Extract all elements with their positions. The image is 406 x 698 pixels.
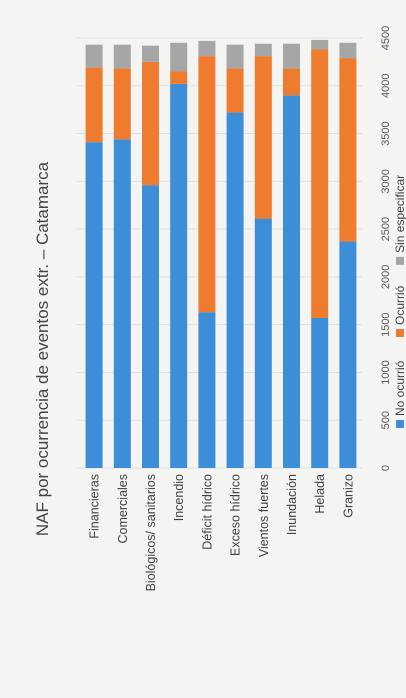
x-tick-label: 4000 — [380, 74, 392, 98]
category-label: Incendio — [172, 474, 186, 521]
bar-segment — [85, 67, 103, 143]
bar-segment — [170, 71, 188, 84]
category-label: Biológicos/ sanitarios — [144, 474, 158, 591]
bar-segment — [198, 56, 216, 313]
bar-segment — [142, 45, 159, 62]
legend-label: Ocurrió — [393, 285, 406, 325]
x-tick-label: 3500 — [380, 121, 392, 145]
x-tick-label: 3000 — [380, 169, 392, 193]
bar-segment — [283, 68, 300, 96]
x-tick-label: 4500 — [380, 26, 392, 50]
bar-segment — [254, 56, 272, 219]
bar-segment — [339, 241, 357, 468]
chart-title: NAF por ocurrencia de eventos extr. – Ca… — [33, 161, 52, 536]
legend-swatch — [396, 329, 404, 337]
bar-segment — [170, 42, 188, 72]
bar-segment — [254, 43, 272, 57]
bar-segment — [226, 68, 244, 113]
category-label: Financieras — [88, 474, 102, 539]
x-tick-label: 1500 — [380, 312, 392, 336]
x-axis-ticks: 0 500 1000 1500 2000 2500 3000 3500 4000 4500 — [380, 26, 392, 471]
x-tick-label: 2000 — [380, 265, 392, 289]
bars — [85, 39, 357, 468]
legend-swatch — [396, 256, 404, 265]
legend-label: No ocurrió — [393, 360, 406, 416]
category-label: Granizo — [341, 474, 355, 518]
bar-segment — [85, 142, 103, 468]
x-tick-label: 2500 — [380, 217, 392, 241]
bar-segment — [311, 39, 329, 50]
category-label: Exceso hídrico — [229, 474, 243, 556]
legend-swatch — [396, 420, 404, 428]
legend: No ocurrió Ocurrió Sin especificar — [393, 175, 406, 428]
bar-segment — [226, 112, 244, 468]
bar-segment — [283, 43, 300, 69]
bar-segment — [339, 58, 357, 242]
bar-segment — [142, 185, 159, 468]
bar-segment — [198, 312, 216, 468]
category-label: Helada — [313, 474, 327, 514]
bar-segment — [226, 44, 244, 69]
bar-segment — [113, 139, 131, 468]
bar-segment — [113, 44, 131, 69]
category-labels: Financieras Comerciales Biológicos/ sanita… — [88, 474, 356, 591]
legend-label: Sin especificar — [393, 175, 406, 253]
bar-segment — [311, 49, 329, 318]
category-label: Inundación — [285, 474, 299, 535]
bar-segment — [85, 44, 103, 68]
bar-segment — [198, 40, 216, 57]
category-label: Comerciales — [116, 474, 130, 543]
bar-segment — [311, 317, 329, 468]
category-label: Déficit hídrico — [200, 474, 214, 550]
x-tick-label: 1000 — [380, 360, 392, 384]
x-tick-label: 500 — [380, 411, 392, 429]
bar-segment — [142, 61, 159, 186]
bar-segment — [113, 68, 131, 140]
x-tick-label: 0 — [380, 465, 392, 471]
bar-segment — [170, 83, 188, 468]
category-label: Vientos fuertes — [257, 474, 271, 557]
bar-segment — [283, 95, 300, 468]
bar-segment — [339, 42, 357, 59]
bar-segment — [254, 218, 272, 468]
